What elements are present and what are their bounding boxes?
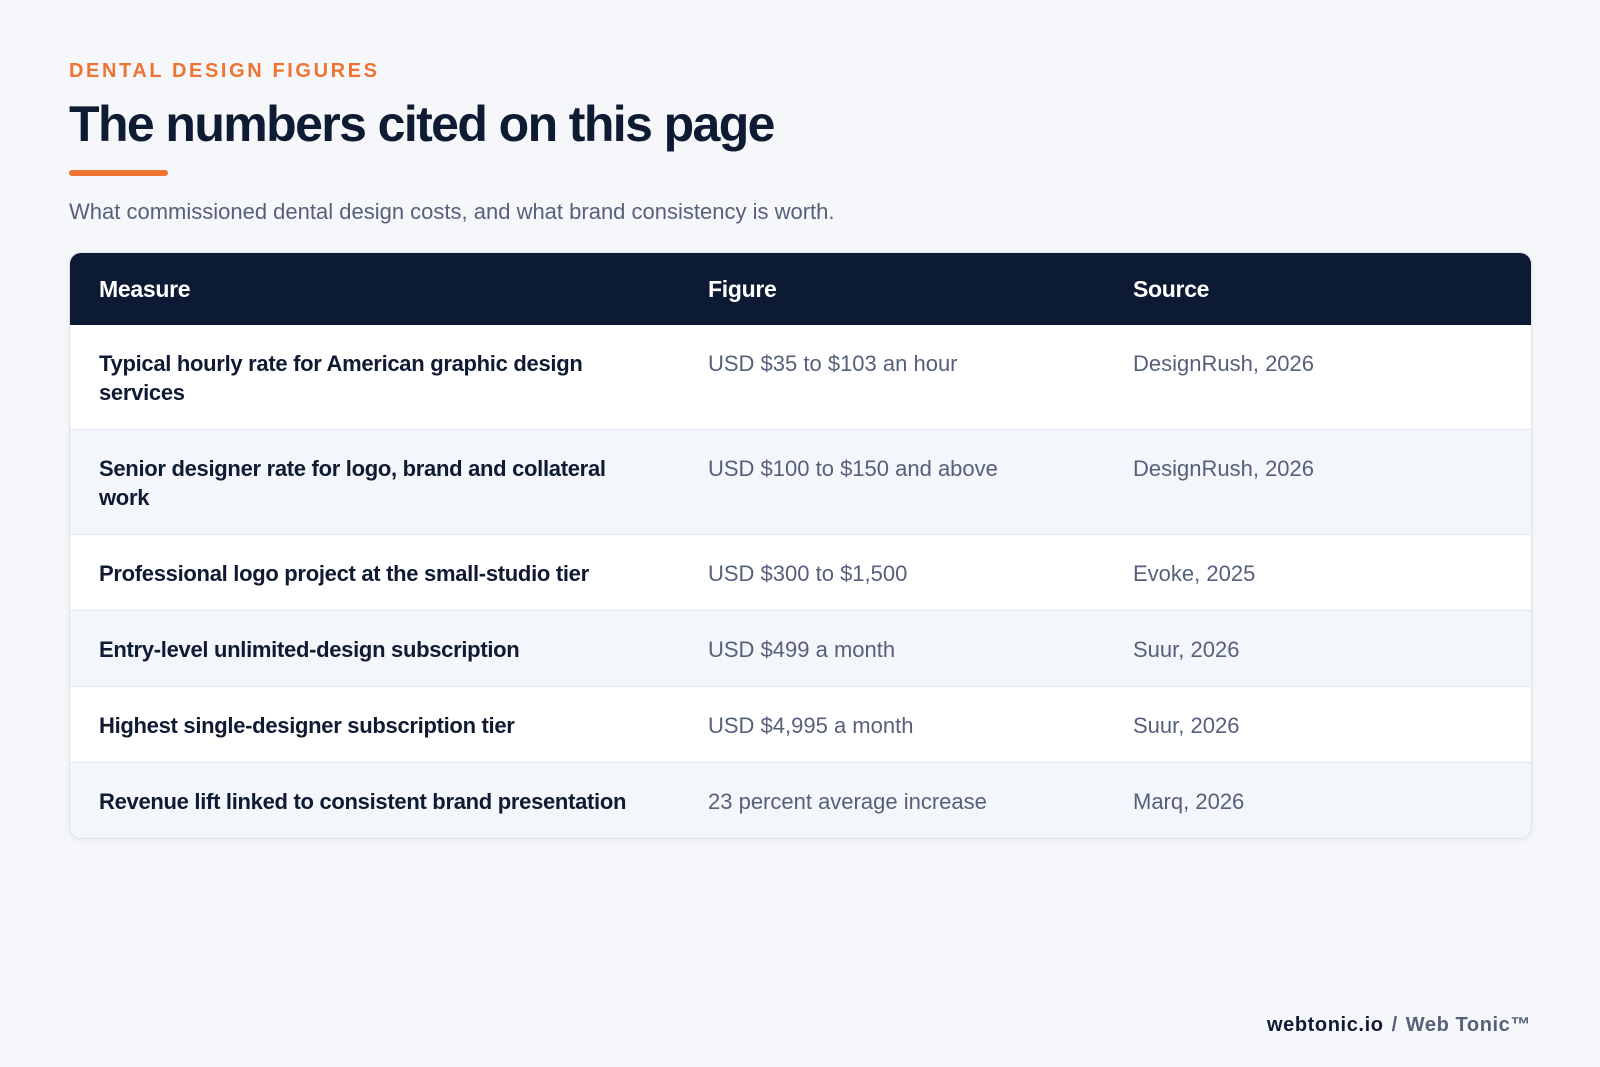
figure-cell: USD $499 a month [679,610,1104,687]
measure-cell: Entry-level unlimited-design subscriptio… [70,610,679,687]
measure-cell: Senior designer rate for logo, brand and… [70,429,679,535]
footer-site-link[interactable]: webtonic.io [1266,1014,1384,1036]
figure-cell: USD $35 to $103 an hour [679,325,1104,430]
table-body: Typical hourly rate for American graphic… [70,325,1531,838]
footer-brand: Web Tonic™ [1405,1014,1531,1036]
figure-cell: USD $100 to $150 and above [679,429,1104,535]
page-content: DENTAL DESIGN FIGURES The numbers cited … [69,58,1532,839]
table-row: Typical hourly rate for American graphic… [70,325,1531,430]
page-subtitle: What commissioned dental design costs, a… [69,199,835,224]
title-underline [69,170,168,176]
figures-table: Measure Figure Source Typical hourly rat… [70,253,1531,838]
table-row: Entry-level unlimited-design subscriptio… [70,610,1531,687]
column-header-source: Source [1133,275,1210,302]
source-cell: Suur, 2026 [1104,610,1531,687]
table-row: Senior designer rate for logo, brand and… [70,429,1531,535]
table-header: Measure Figure Source [70,253,1531,325]
table-header-row: Measure Figure Source [70,253,1531,325]
footer-separator: / [1391,1014,1398,1036]
measure-cell: Typical hourly rate for American graphic… [70,325,679,430]
measure-cell: Highest single-designer subscription tie… [70,686,679,763]
table-row: Professional logo project at the small-s… [70,534,1531,611]
measure-cell: Professional logo project at the small-s… [70,534,679,611]
figure-cell: USD $300 to $1,500 [679,534,1104,611]
source-cell: DesignRush, 2026 [1104,325,1531,430]
column-header-measure: Measure [99,275,191,302]
page-title: The numbers cited on this page [69,96,775,152]
measure-cell: Revenue lift linked to consistent brand … [70,762,679,838]
source-cell: Evoke, 2025 [1104,534,1531,611]
source-cell: Suur, 2026 [1104,686,1531,763]
footer-credit: webtonic.io / Web Tonic™ [1267,1013,1531,1037]
table-row: Highest single-designer subscription tie… [70,686,1531,763]
eyebrow-label: DENTAL DESIGN FIGURES [69,60,380,82]
source-cell: Marq, 2026 [1104,762,1531,838]
column-header-figure: Figure [708,275,777,302]
figure-cell: 23 percent average increase [679,762,1104,838]
table-row: Revenue lift linked to consistent brand … [70,762,1531,838]
source-cell: DesignRush, 2026 [1104,429,1531,535]
figures-table-card: Measure Figure Source Typical hourly rat… [69,252,1532,839]
figure-cell: USD $4,995 a month [679,686,1104,763]
